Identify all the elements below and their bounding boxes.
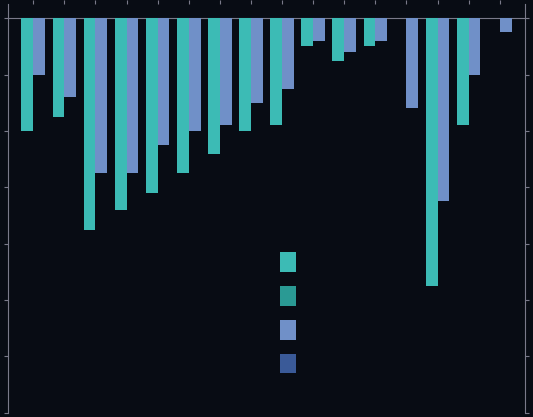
Bar — [500, 18, 512, 33]
Bar — [208, 18, 220, 153]
Bar — [64, 18, 76, 97]
Bar — [220, 18, 232, 126]
Bar — [115, 18, 126, 210]
Bar — [280, 252, 296, 272]
Bar — [469, 18, 480, 75]
Bar — [364, 18, 375, 46]
Bar — [33, 18, 45, 75]
Bar — [239, 18, 251, 131]
Bar — [126, 18, 139, 173]
Bar — [426, 18, 438, 286]
Bar — [407, 18, 418, 108]
Bar — [95, 18, 107, 173]
Bar — [53, 18, 64, 117]
Bar — [21, 18, 33, 131]
Bar — [344, 18, 356, 52]
Bar — [189, 18, 200, 131]
Bar — [375, 18, 387, 41]
Bar — [280, 320, 296, 339]
Bar — [280, 286, 296, 306]
Bar — [313, 18, 325, 41]
Bar — [438, 18, 449, 201]
Bar — [158, 18, 169, 145]
Bar — [177, 18, 189, 173]
Bar — [282, 18, 294, 89]
Bar — [301, 18, 313, 46]
Bar — [146, 18, 158, 193]
Bar — [280, 354, 296, 373]
Bar — [457, 18, 469, 126]
Bar — [251, 18, 263, 103]
Bar — [84, 18, 95, 230]
Bar — [333, 18, 344, 60]
Bar — [270, 18, 282, 126]
